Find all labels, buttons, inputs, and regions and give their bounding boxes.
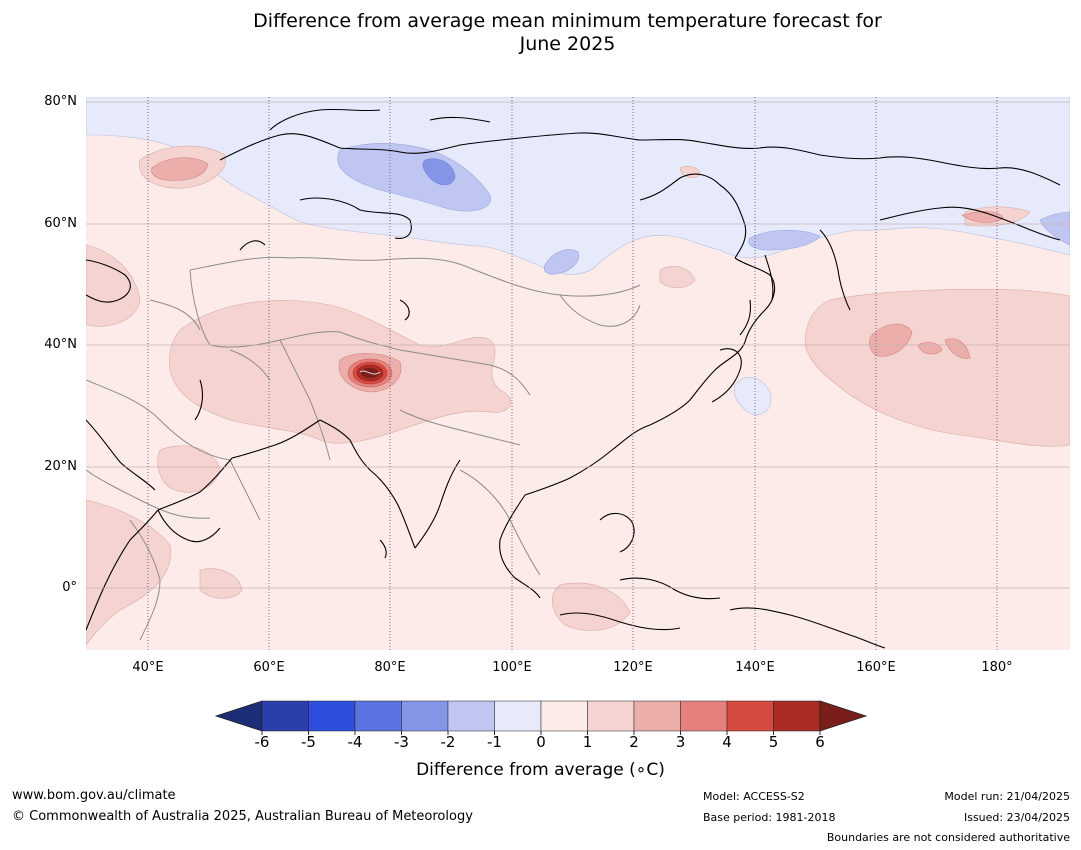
lon-label-160e: 160°E	[856, 660, 896, 675]
colorbar-tick-label: 2	[629, 733, 639, 751]
lat-label-80n: 80°N	[44, 94, 77, 109]
colorbar-cell	[633, 700, 681, 732]
map-plot-area	[86, 97, 1070, 650]
lon-label-80e: 80°E	[374, 660, 406, 675]
lat-label-20n: 20°N	[44, 459, 77, 474]
lat-label-0: 0°	[62, 580, 77, 595]
model-name: Model: ACCESS-S2	[703, 790, 805, 803]
colorbar-tick-label: 5	[768, 733, 779, 751]
lon-label-120e: 120°E	[613, 660, 653, 675]
website-link[interactable]: www.bom.gov.au/climate	[12, 788, 176, 803]
colorbar-tick-marks	[261, 731, 821, 735]
colorbar-tick-label: -6	[254, 733, 270, 751]
model-run-date: Model run: 21/04/2025	[944, 790, 1070, 803]
colorbar-cell	[726, 700, 774, 732]
issued-date: Issued: 23/04/2025	[963, 811, 1070, 824]
colorbar-tick-label: -4	[347, 733, 363, 751]
country-boundaries	[86, 256, 641, 641]
colorbar-cell	[494, 700, 542, 732]
hotspot-tibet	[347, 358, 393, 388]
lon-label-60e: 60°E	[253, 660, 285, 675]
cool-anomaly-baikal	[543, 249, 580, 275]
title-line-2: June 2025	[519, 33, 616, 55]
colorbar-tick-label: -2	[440, 733, 456, 751]
colorbar-cell	[261, 700, 309, 732]
lon-label-100e: 100°E	[492, 660, 532, 675]
colorbar-extend-high	[819, 700, 868, 732]
colorbar-tick-label: 4	[722, 733, 732, 751]
cool-anomaly-siberia	[86, 97, 1070, 275]
cool-anomaly-east	[748, 229, 821, 251]
title-line-1: Difference from average mean minimum tem…	[253, 10, 882, 32]
colorbar-tick-label: -5	[301, 733, 316, 751]
cool-anomaly-japan	[733, 376, 772, 416]
colorbar-cell	[354, 700, 402, 732]
colorbar-tick-label: -1	[487, 733, 502, 751]
coastlines	[86, 108, 1061, 649]
colorbar-tick-label: 1	[582, 733, 593, 751]
boundaries-disclaimer: Boundaries are not considered authoritat…	[826, 831, 1070, 844]
colorbar-extend-low	[214, 700, 263, 732]
lon-label-40e: 40°E	[132, 660, 164, 675]
cool-anomaly-siberia-2	[337, 142, 491, 212]
colorbar-tick-label: -3	[394, 733, 409, 751]
colorbar-label: Difference from average (∘C)	[416, 760, 665, 780]
colorbar-cell	[680, 700, 728, 732]
copyright-text: © Commonwealth of Australia 2025, Austra…	[12, 809, 473, 824]
colorbar-tick-label: 6	[815, 733, 825, 751]
lat-label-60n: 60°N	[44, 216, 77, 231]
colorbar-tick-label: 0	[536, 733, 546, 751]
map-title: Difference from average mean minimum tem…	[0, 10, 1081, 56]
base-period: Base period: 1981-2018	[703, 811, 836, 824]
lat-label-40n: 40°N	[44, 337, 77, 352]
colorbar-cells	[261, 700, 821, 732]
colorbar-cell	[773, 700, 821, 732]
colorbar-cell	[587, 700, 635, 732]
cool-anomaly-far-east	[1039, 211, 1070, 246]
graticule	[86, 97, 1070, 650]
lon-label-180: 180°	[981, 660, 1013, 675]
colorbar-cell	[447, 700, 495, 732]
colorbar	[214, 700, 868, 735]
colorbar-tick-label: 3	[675, 733, 686, 751]
lon-label-140e: 140°E	[735, 660, 775, 675]
cool-anomaly-siberia-core	[422, 158, 456, 186]
colorbar-cell	[401, 700, 449, 732]
colorbar-cell	[540, 700, 588, 732]
colorbar-cell	[308, 700, 356, 732]
